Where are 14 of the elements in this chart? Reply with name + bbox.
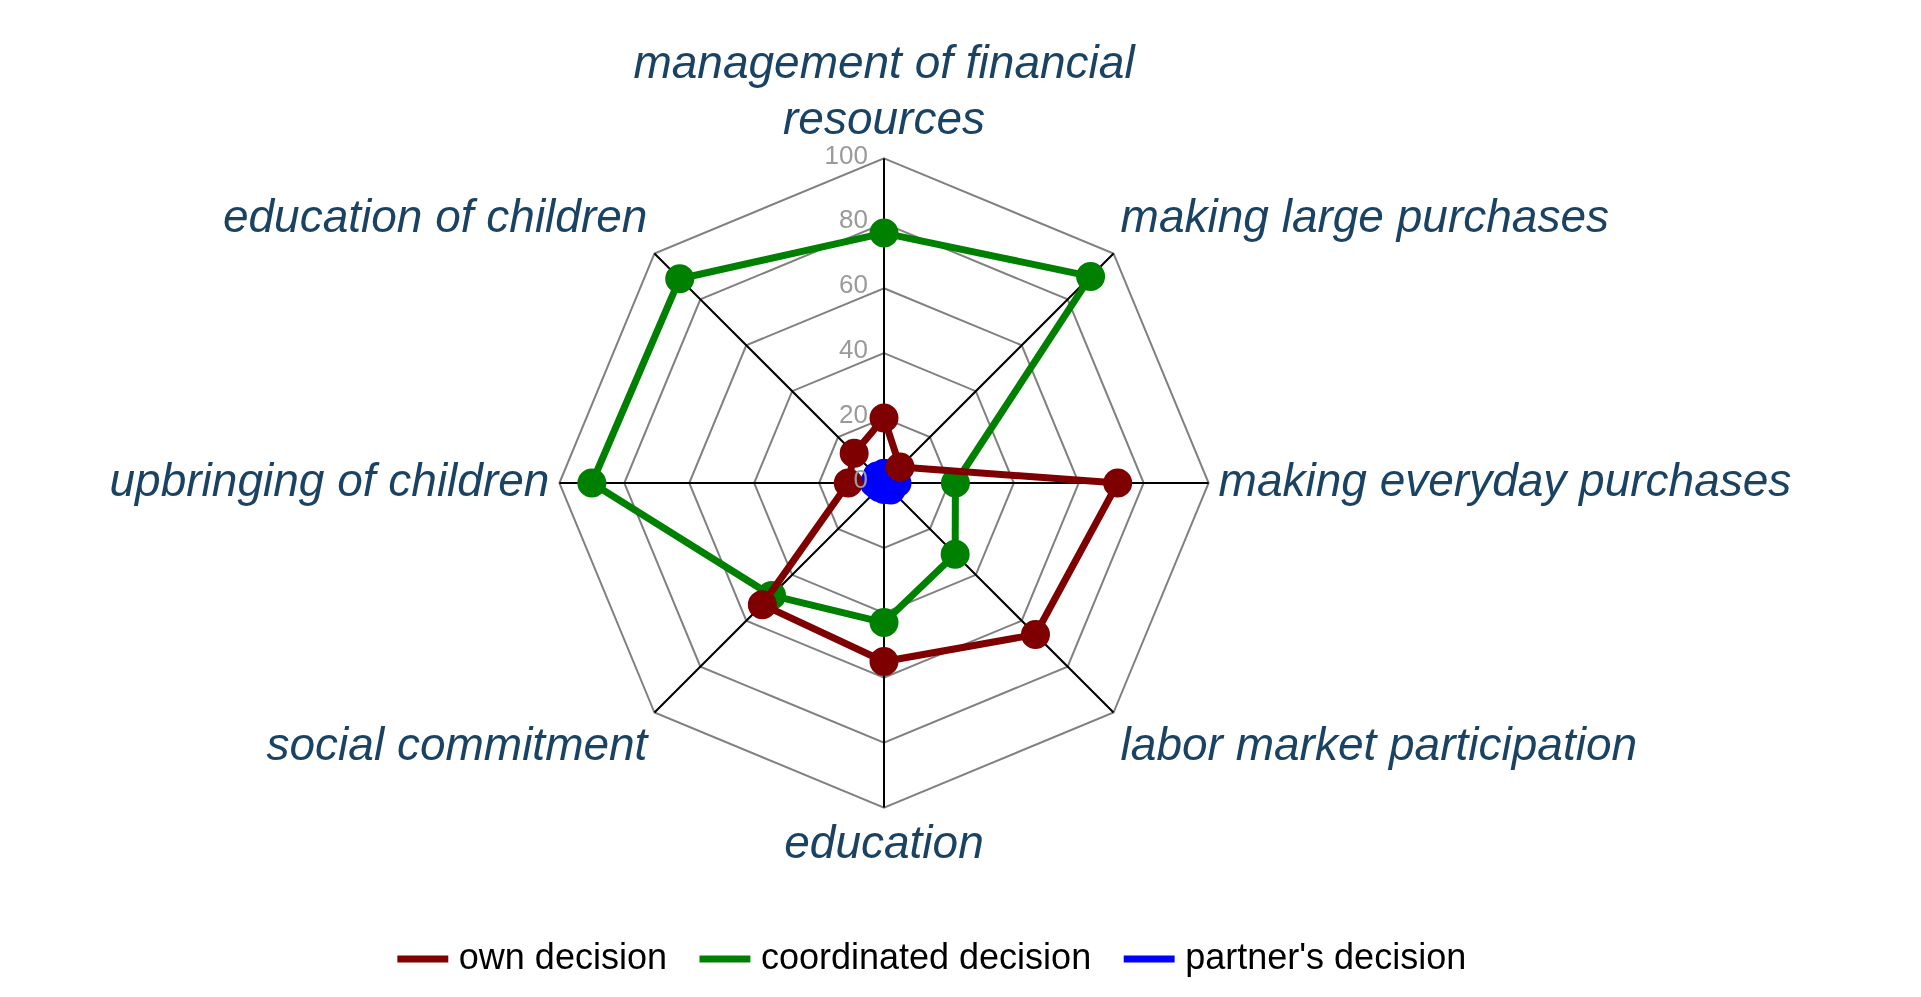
y-tick-label: 60 bbox=[839, 269, 868, 300]
y-tick-label: 20 bbox=[839, 399, 868, 430]
spoke-label: making everyday purchases bbox=[1218, 453, 1792, 506]
spoke-label: making large purchases bbox=[1120, 189, 1609, 242]
y-tick-label: 80 bbox=[839, 204, 868, 235]
spoke-label: social commitment bbox=[266, 717, 650, 770]
spoke-label: education of children bbox=[222, 189, 648, 242]
legend-label: partner's decision bbox=[1185, 935, 1467, 977]
legend-label: own decision bbox=[458, 935, 667, 977]
spoke-label: upbringing of children bbox=[109, 453, 550, 506]
legend-label: coordinated decision bbox=[760, 935, 1092, 977]
spoke-label: education bbox=[784, 816, 984, 868]
y-tick-label: 40 bbox=[839, 334, 868, 365]
spoke-label: labor market participation bbox=[1120, 717, 1638, 770]
